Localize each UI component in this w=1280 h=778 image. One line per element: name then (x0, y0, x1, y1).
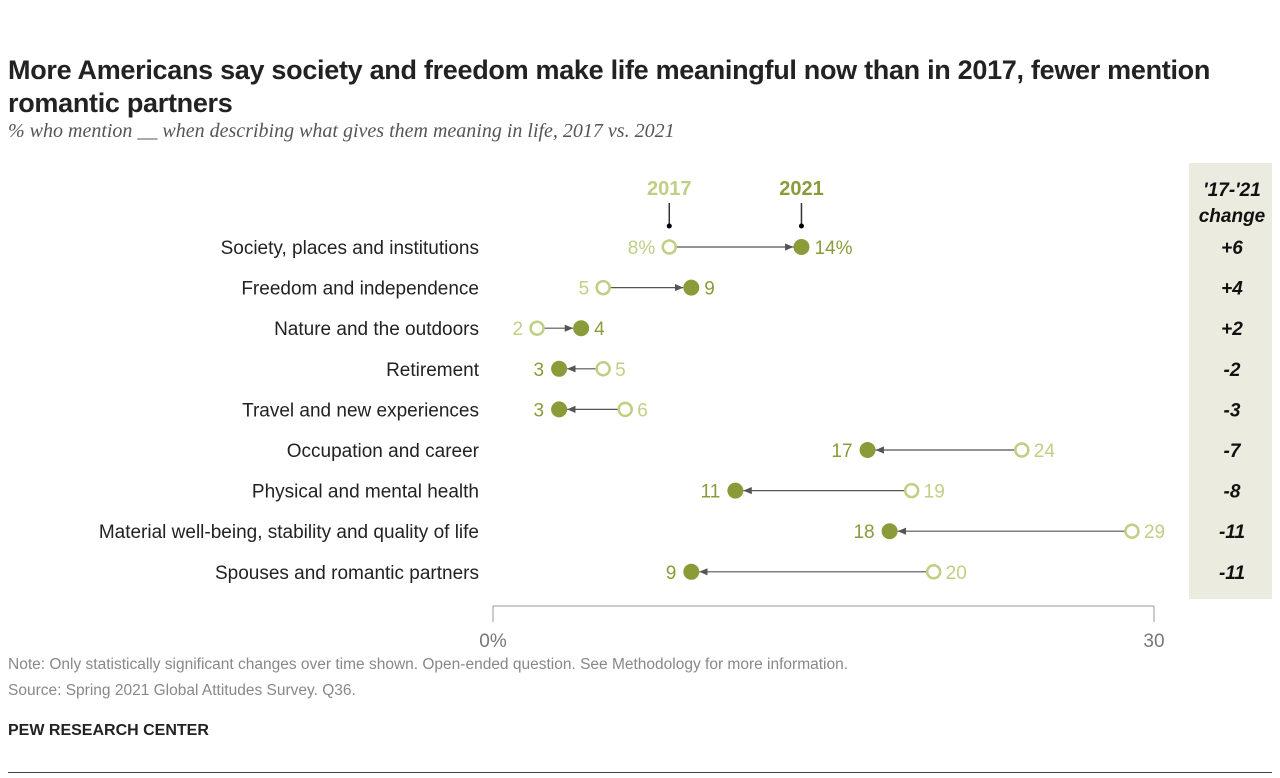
category-label: Physical and mental health (252, 482, 479, 503)
value-label-2021: 9 (704, 279, 715, 300)
x-tick-label: 30 (1143, 631, 1164, 652)
change-value: -3 (1224, 400, 1241, 421)
bottom-rule (8, 772, 1272, 773)
dot-2021 (859, 442, 876, 458)
change-column-bg (1189, 163, 1272, 599)
legend-2021: 2021 (779, 178, 824, 200)
legend-2021-pointer-dot (798, 223, 804, 229)
value-label-2021: 11 (701, 482, 721, 503)
change-value: -8 (1224, 482, 1241, 503)
chart-subtitle: % who mention __ when describing what gi… (8, 120, 675, 142)
category-label: Material well-being, stability and quali… (99, 522, 479, 543)
value-label-2017: 5 (579, 279, 590, 300)
value-label-2017: 29 (1144, 522, 1165, 543)
dot-2021 (683, 563, 700, 580)
change-header-line2: change (1199, 206, 1266, 227)
dot-2021 (881, 523, 898, 540)
value-label-2021: 3 (534, 360, 545, 381)
note: Note: Only statistically significant cha… (8, 656, 849, 673)
dot-2017 (617, 401, 633, 418)
change-value: -11 (1219, 563, 1245, 584)
category-label: Spouses and romantic partners (215, 563, 479, 584)
value-label-2017: 5 (615, 360, 626, 381)
dot-2017 (925, 564, 942, 580)
source: Source: Spring 2021 Global Attitudes Sur… (8, 682, 356, 699)
dot-2021 (551, 360, 568, 377)
value-label-2021: 3 (534, 400, 545, 421)
dot-2017 (1124, 523, 1140, 539)
change-value: +6 (1221, 238, 1243, 259)
category-label: Nature and the outdoors (274, 319, 479, 340)
dot-2017 (529, 320, 545, 336)
dot-2017 (595, 279, 611, 296)
dot-2017 (661, 239, 678, 255)
x-tick-label: 0% (479, 631, 507, 652)
value-label-2017: 19 (924, 482, 945, 503)
value-label-2021: 9 (666, 563, 677, 584)
value-label-2021: 4 (594, 319, 605, 340)
category-label: Society, places and institutions (221, 238, 479, 259)
change-value: +2 (1221, 319, 1243, 340)
dot-2021 (573, 320, 590, 337)
dot-2021 (683, 279, 700, 296)
value-label-2017: 20 (946, 563, 967, 584)
value-label-2017: 8% (628, 238, 656, 259)
dot-2017 (595, 361, 611, 377)
category-label: Freedom and independence (241, 279, 479, 300)
change-value: -7 (1224, 441, 1242, 462)
legend-2017-pointer-dot (666, 223, 672, 229)
dot-2017 (903, 482, 920, 499)
dot-2021 (551, 401, 568, 418)
category-label: Retirement (386, 360, 480, 381)
dot-2017 (1014, 442, 1030, 458)
chart-title: More Americans say society and freedom m… (8, 55, 1211, 118)
value-label-2017: 6 (637, 400, 648, 421)
legend-2017: 2017 (647, 178, 692, 200)
value-label-2017: 24 (1034, 441, 1056, 462)
change-value: +4 (1221, 279, 1243, 300)
category-label: Travel and new experiences (242, 400, 479, 421)
value-label-2021: 17 (831, 441, 852, 462)
value-label-2017: 2 (512, 319, 523, 340)
change-value: -2 (1224, 360, 1241, 381)
value-label-2021: 14% (814, 238, 852, 259)
dot-2021 (727, 482, 744, 499)
dot-2021 (793, 239, 810, 255)
change-value: -11 (1219, 522, 1245, 543)
change-header-line1: '17-'21 (1203, 180, 1261, 201)
brand-logo-text: PEW RESEARCH CENTER (8, 722, 209, 739)
category-label: Occupation and career (287, 441, 480, 462)
value-label-2021: 18 (853, 522, 874, 543)
